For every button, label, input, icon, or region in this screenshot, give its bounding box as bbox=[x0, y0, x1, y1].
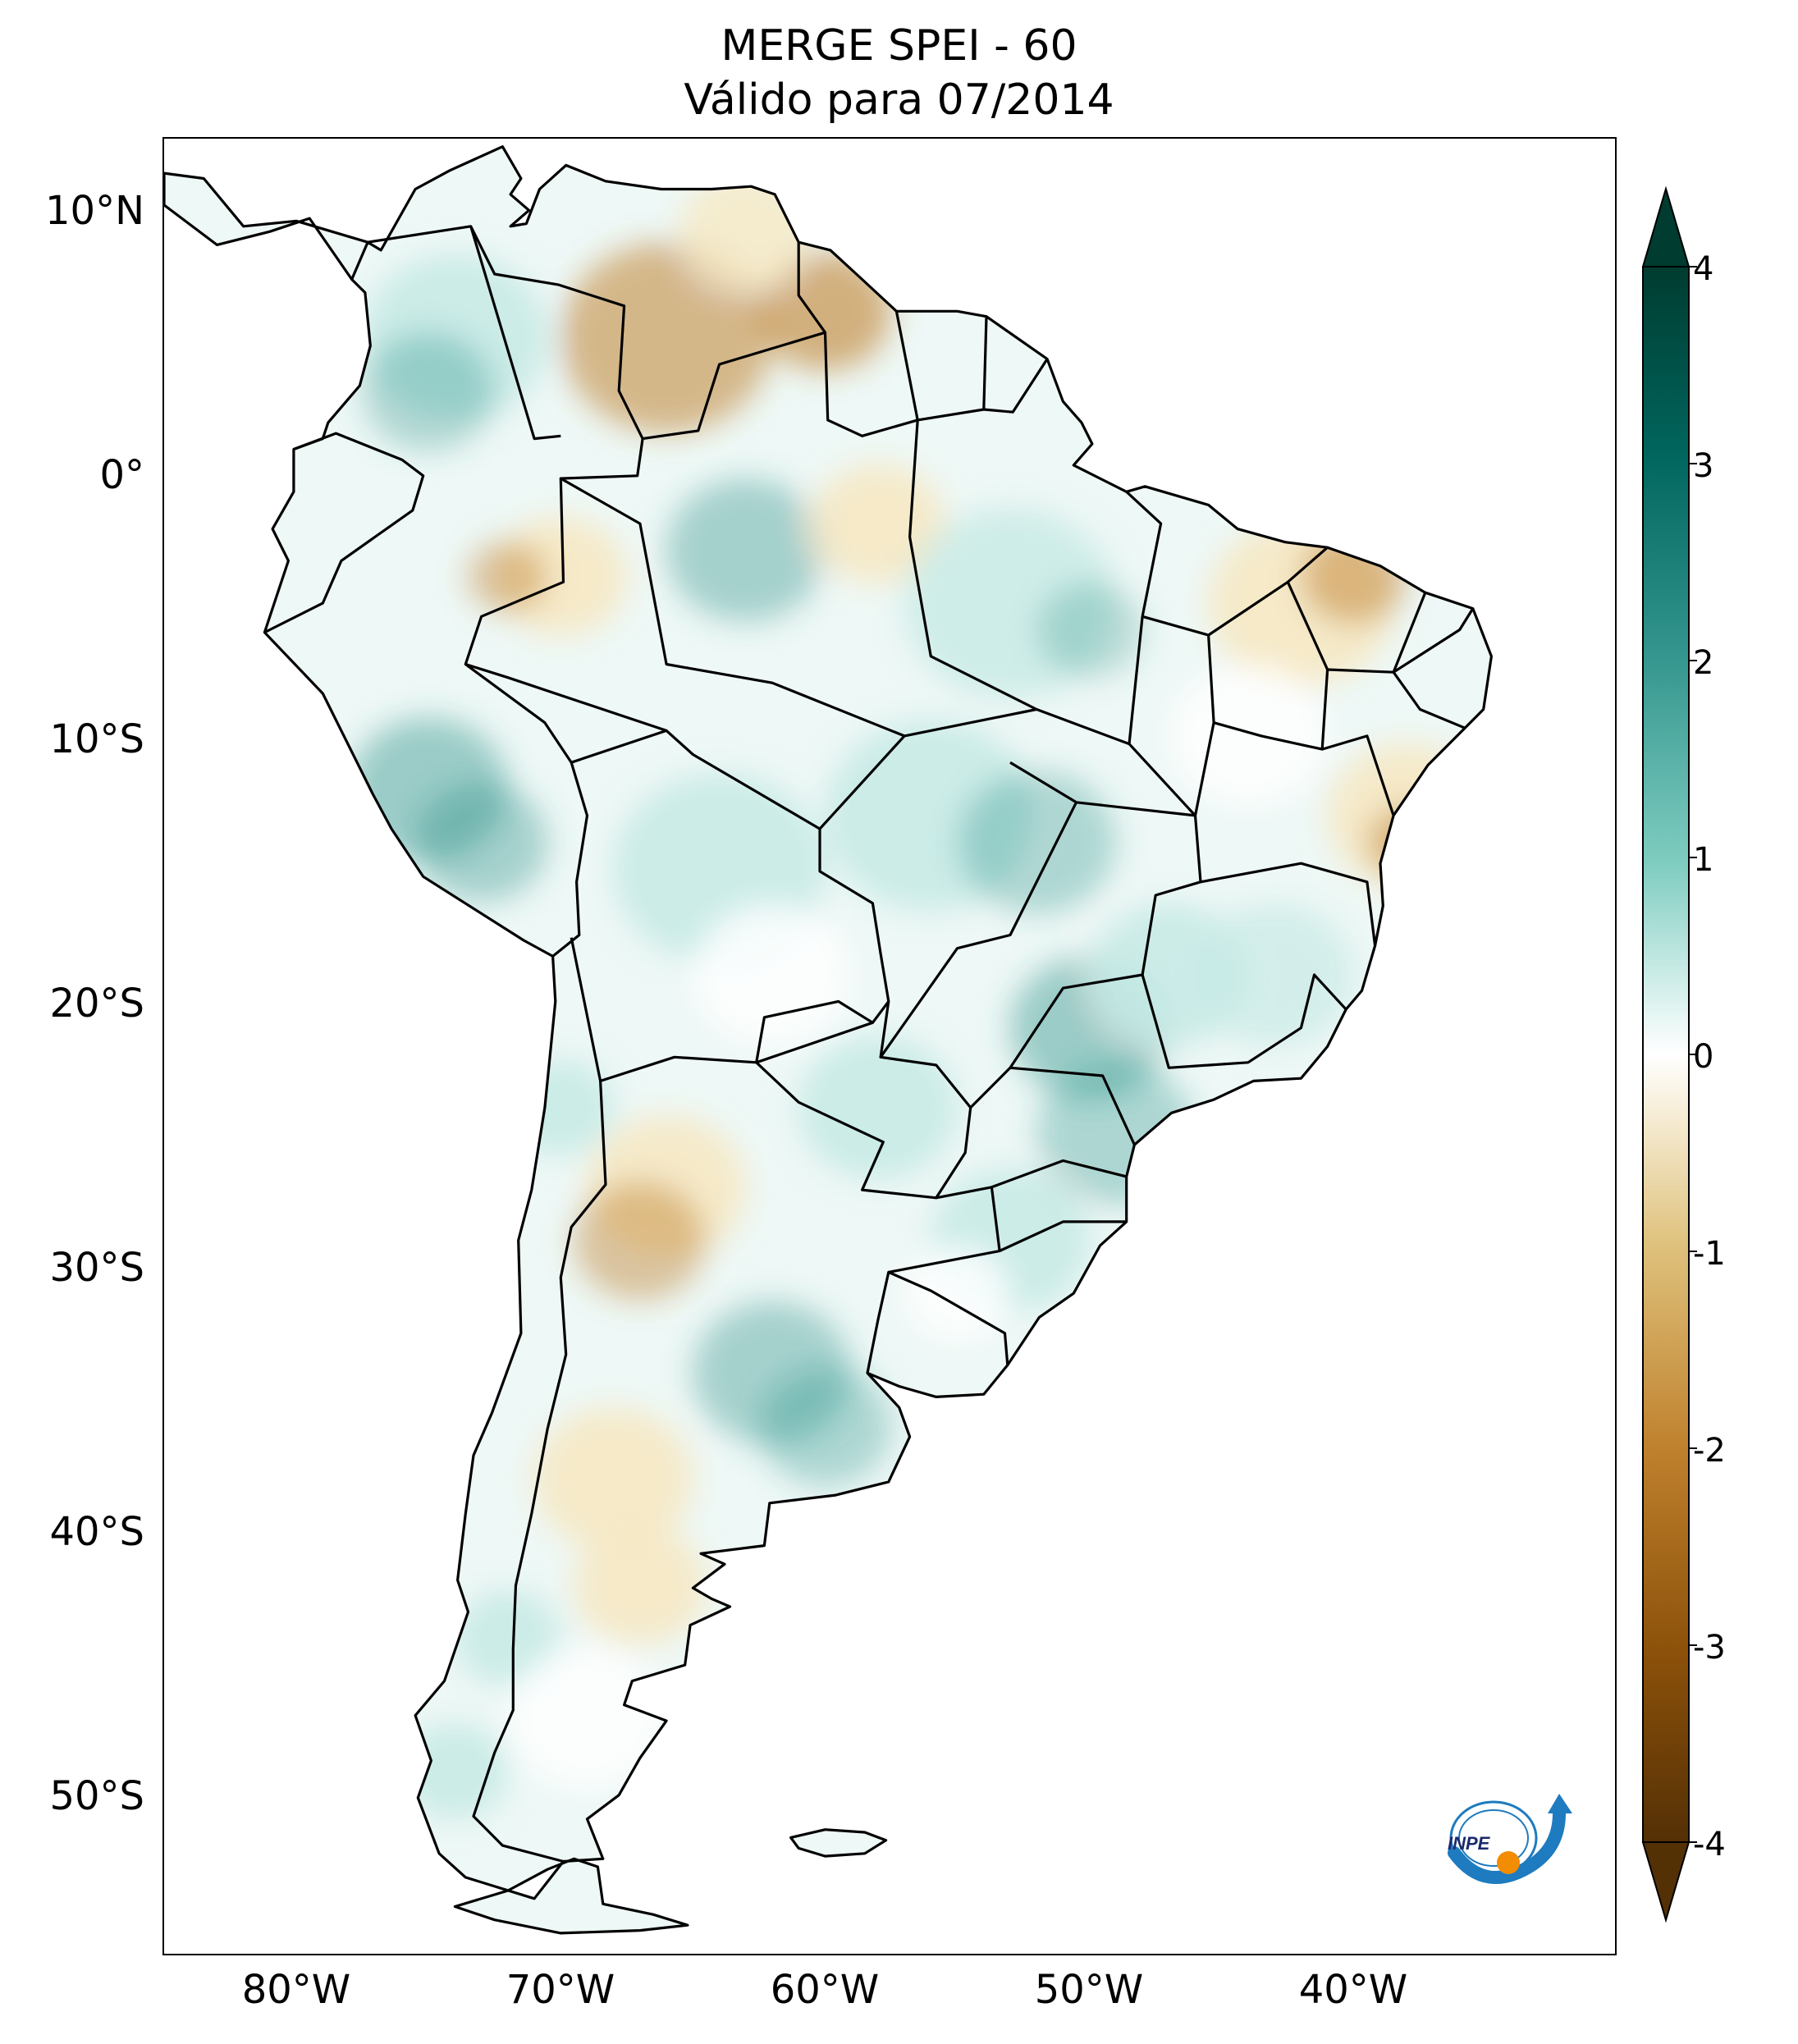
political-border bbox=[464, 662, 667, 732]
political-border bbox=[888, 1186, 1001, 1273]
political-border bbox=[1125, 491, 1163, 744]
spei-patch bbox=[759, 1366, 891, 1486]
lat-tick-label: 10°N bbox=[45, 188, 144, 234]
colorbar-tick-label: 2 bbox=[1693, 644, 1714, 682]
political-border bbox=[469, 226, 561, 441]
political-border bbox=[1141, 973, 1347, 1069]
political-border bbox=[1392, 592, 1427, 673]
lat-tick-label: 40°S bbox=[49, 1509, 144, 1555]
political-border bbox=[755, 999, 972, 1200]
political-border bbox=[1321, 734, 1395, 816]
colorbar bbox=[1641, 185, 1697, 1923]
political-border bbox=[367, 225, 644, 958]
map-frame bbox=[162, 137, 1617, 1955]
lat-tick-label: 20°S bbox=[49, 981, 144, 1027]
coastline-falklands bbox=[789, 1828, 888, 1858]
political-border bbox=[999, 1220, 1127, 1252]
lat-tick-label: 30°S bbox=[49, 1245, 144, 1291]
lat-tick-label: 10°S bbox=[49, 716, 144, 762]
spei-patch bbox=[534, 1407, 693, 1551]
spei-patch bbox=[574, 1181, 707, 1300]
spei-patch bbox=[904, 1246, 1010, 1342]
colorbar-tick-label: 3 bbox=[1693, 447, 1714, 485]
spei-patch bbox=[560, 242, 772, 433]
inpe-logo-mark bbox=[1448, 1794, 1572, 1885]
colorbar-tick-label: -4 bbox=[1693, 1826, 1726, 1863]
political-border bbox=[570, 729, 890, 1082]
country-borders bbox=[164, 145, 1493, 1935]
spei-patch bbox=[798, 1036, 958, 1179]
spei-patch bbox=[1301, 528, 1407, 624]
political-border bbox=[879, 802, 1077, 1059]
spei-patch bbox=[1169, 664, 1328, 807]
map-subtitle: Válido para 07/2014 bbox=[684, 75, 1114, 125]
spei-patch bbox=[1195, 903, 1354, 1046]
colorbar-tick-label: 1 bbox=[1693, 841, 1714, 879]
spei-field bbox=[164, 146, 1492, 1933]
colorbar-lower-extend bbox=[1641, 1841, 1690, 1923]
colorbar-tick-label: 4 bbox=[1693, 250, 1714, 288]
lon-tick-label: 40°W bbox=[1298, 1967, 1408, 2013]
political-border bbox=[983, 358, 1049, 414]
lon-tick-label: 80°W bbox=[241, 1967, 351, 2013]
political-border bbox=[866, 1270, 1009, 1374]
political-border bbox=[991, 1159, 1128, 1189]
political-border bbox=[1141, 615, 1215, 816]
political-border bbox=[969, 761, 1202, 1109]
spei-patch bbox=[455, 1590, 561, 1686]
lat-tick-label: 50°S bbox=[49, 1773, 144, 1819]
political-border bbox=[1327, 668, 1466, 729]
spei-patch bbox=[1327, 743, 1487, 887]
spei-patch bbox=[362, 331, 495, 450]
colorbar-tick-label: -3 bbox=[1693, 1629, 1726, 1667]
spei-patch bbox=[666, 478, 826, 622]
spei-patch bbox=[759, 251, 891, 371]
political-border bbox=[560, 477, 905, 738]
inpe-logo-text: INPE bbox=[1448, 1833, 1490, 1854]
colorbar-tick-label: -1 bbox=[1693, 1235, 1726, 1273]
colorbar-tick-label: 0 bbox=[1693, 1038, 1714, 1076]
colorbar-tick-label: -2 bbox=[1693, 1432, 1726, 1470]
coastline-central-america bbox=[164, 171, 368, 281]
political-border bbox=[1393, 607, 1475, 674]
coastline-tierra-del-fuego bbox=[453, 1857, 689, 1935]
lon-tick-label: 70°W bbox=[506, 1967, 615, 2013]
spei-patch bbox=[415, 782, 548, 902]
map-title: MERGE SPEI - 60 bbox=[721, 21, 1077, 71]
political-border bbox=[908, 419, 1037, 711]
spei-patch bbox=[468, 541, 548, 613]
spei-patch bbox=[1036, 1063, 1196, 1206]
lon-tick-label: 60°W bbox=[770, 1967, 880, 2013]
south-america-map bbox=[164, 145, 1493, 1935]
spei-patch bbox=[693, 903, 852, 1046]
lat-tick-label: 0° bbox=[99, 452, 144, 498]
spei-patch bbox=[957, 771, 1116, 914]
political-border bbox=[642, 331, 826, 441]
spei-patch bbox=[1367, 806, 1447, 878]
spei-patch bbox=[812, 464, 945, 583]
spei-patch bbox=[574, 1525, 707, 1645]
spei-patch bbox=[402, 1723, 508, 1819]
inpe-logo: INPE bbox=[1436, 1789, 1584, 1895]
spei-patch bbox=[507, 1646, 667, 1790]
colorbar-upper-extend bbox=[1641, 185, 1690, 268]
political-border bbox=[472, 1081, 607, 1863]
political-border bbox=[1009, 1066, 1136, 1145]
colorbar-body bbox=[1642, 266, 1690, 1843]
lon-tick-label: 50°W bbox=[1034, 1967, 1144, 2013]
spei-patch bbox=[1036, 582, 1142, 678]
political-border bbox=[263, 432, 425, 634]
political-border bbox=[1200, 862, 1377, 946]
